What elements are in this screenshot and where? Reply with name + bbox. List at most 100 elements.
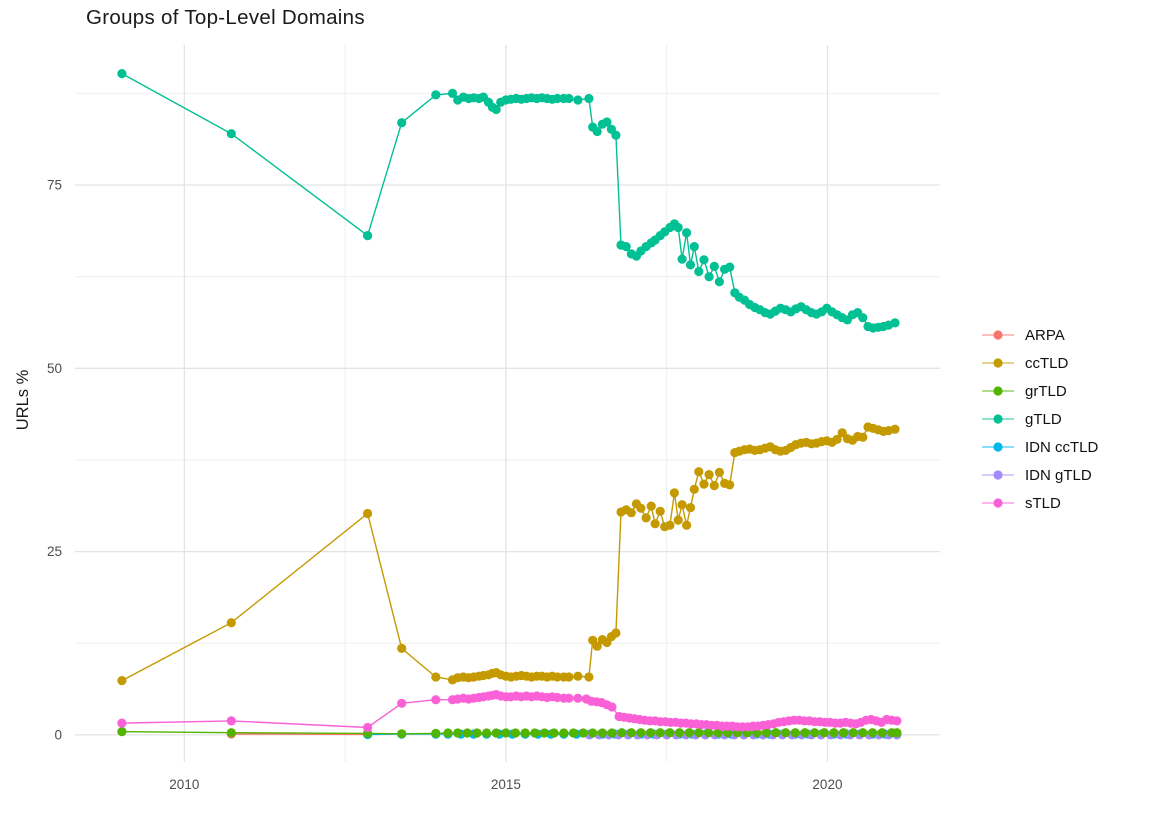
data-point (646, 728, 656, 738)
gridlines-major (75, 45, 940, 762)
data-point (592, 126, 602, 137)
data-point (703, 728, 714, 738)
data-point (626, 728, 636, 738)
data-point (838, 728, 849, 738)
y-tick-label: 75 (47, 178, 62, 193)
data-point (682, 520, 692, 530)
data-point (573, 95, 583, 105)
data-point (530, 728, 540, 738)
legend-key-dot (993, 442, 1003, 452)
data-point (568, 728, 579, 738)
data-point (584, 93, 594, 104)
data-point (397, 643, 407, 654)
data-point (685, 503, 696, 513)
data-point (858, 728, 868, 738)
data-point (858, 432, 868, 442)
data-point (363, 508, 373, 519)
legend-key-icon-gtld (982, 414, 1014, 424)
data-point (226, 618, 236, 628)
axis-tick-labels: 0 25 50 75 2010 2015 2020 (47, 178, 843, 792)
data-point (573, 693, 583, 703)
data-point (431, 90, 441, 100)
data-point (704, 470, 714, 480)
data-point (684, 728, 694, 738)
data-point (117, 676, 127, 686)
data-point (665, 728, 675, 738)
data-point (699, 479, 709, 489)
data-point (397, 698, 407, 708)
data-point (573, 671, 583, 681)
data-point (607, 728, 617, 738)
data-point (771, 728, 781, 738)
data-point (714, 277, 725, 287)
data-point (641, 513, 651, 523)
data-point (431, 728, 441, 739)
data-point (837, 428, 847, 438)
data-point (848, 728, 858, 738)
data-point (689, 484, 699, 494)
data-point (892, 728, 902, 738)
data-point (709, 261, 719, 271)
series-gtld (117, 69, 900, 333)
data-point (636, 503, 646, 513)
data-point (877, 728, 887, 738)
legend-key-dot (993, 414, 1003, 424)
data-point (725, 480, 735, 490)
legend-key-icon-grtld (982, 386, 1014, 396)
legend-item-arpa: ARPA (980, 321, 1098, 349)
data-point (832, 434, 842, 444)
data-point (790, 728, 800, 738)
data-point (501, 728, 511, 738)
data-point (626, 508, 636, 518)
data-point (578, 728, 588, 738)
data-point (592, 641, 602, 651)
data-point (699, 255, 709, 265)
legend-item-stld: sTLD (980, 489, 1098, 517)
legend: ARPA ccTLD grTLD gTLD IDN ccTLD IDN gTLD sTLD (980, 321, 1098, 517)
gridlines-minor (75, 45, 940, 762)
data-point (482, 728, 492, 738)
data-point (117, 69, 127, 79)
data-point (564, 93, 574, 104)
data-point (453, 728, 463, 738)
legend-item-grtld: grTLD (980, 377, 1098, 405)
data-point (829, 728, 839, 738)
data-point (510, 728, 521, 738)
y-axis-title: URLs % (14, 369, 32, 431)
data-point (677, 254, 687, 264)
data-point (685, 260, 696, 270)
data-point (704, 272, 714, 282)
data-point (858, 313, 868, 323)
data-point (781, 728, 791, 738)
legend-label-gtld: gTLD (1025, 410, 1062, 428)
data-point (890, 424, 900, 434)
series-line (121, 72, 896, 329)
legend-item-idn-cctld: IDN ccTLD (980, 433, 1098, 461)
data-point (363, 231, 373, 241)
data-point (397, 729, 407, 739)
data-point (694, 266, 704, 277)
data-point (584, 672, 594, 682)
data-point (761, 728, 772, 738)
series-cctld (117, 422, 900, 686)
legend-item-idn-gtld: IDN gTLD (980, 461, 1098, 489)
data-point (549, 728, 559, 738)
legend-label-grtld: grTLD (1025, 382, 1067, 400)
data-point (462, 728, 472, 738)
data-point (491, 728, 501, 738)
legend-label-stld: sTLD (1025, 494, 1061, 512)
data-point (650, 519, 660, 529)
legend-key-icon-arpa (982, 330, 1014, 340)
data-point (673, 515, 683, 525)
data-point (694, 728, 704, 738)
legend-item-gtld: gTLD (980, 405, 1098, 433)
data-point (539, 728, 550, 738)
data-point (552, 93, 562, 104)
data-point (709, 481, 719, 491)
legend-label-arpa: ARPA (1025, 326, 1065, 344)
chart-title: Groups of Top-Level Domains (86, 6, 365, 29)
y-tick-label: 0 (54, 727, 62, 742)
data-point (669, 488, 680, 498)
